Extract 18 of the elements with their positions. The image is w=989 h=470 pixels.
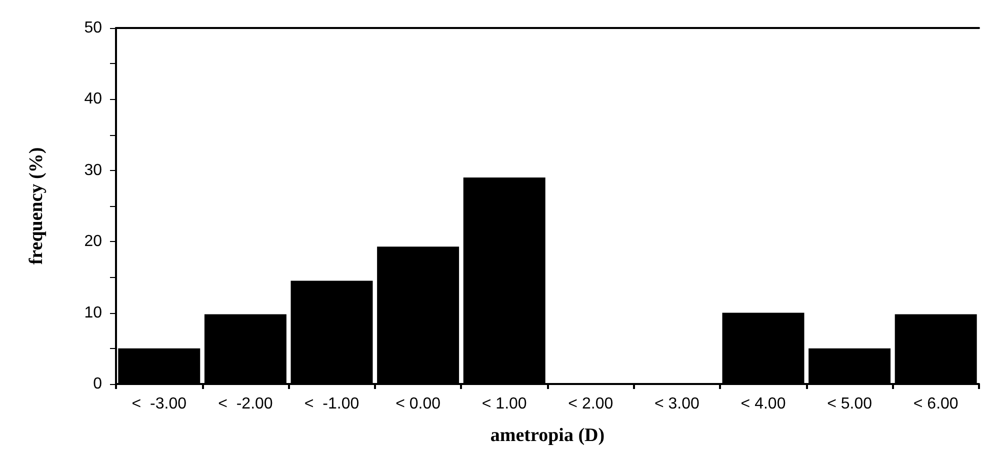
x-tick-label: < 0.00 [396,396,441,412]
x-tick-label: < 1.00 [482,396,527,412]
y-tick-label: 20 [84,233,102,250]
x-axis-title: ametropia (D) [490,425,605,446]
x-tick-label: < 6.00 [913,396,958,412]
y-tick-label: 50 [84,20,102,36]
x-tick-label: < 3.00 [654,396,700,412]
x-tick-label: < 4.00 [740,396,786,412]
y-tick-label: 0 [93,376,102,392]
x-tick-label: < -3.00 [132,396,187,412]
y-tick-label: 10 [84,304,102,322]
y-tick-label: 40 [84,90,102,108]
x-tick-label: < -1.00 [304,396,360,412]
y-axis-title: frequency (%) [26,147,47,265]
x-tick-label: < 5.00 [827,396,872,412]
x-tick-label: < -2.00 [218,396,273,412]
y-tick-label: 30 [84,162,102,179]
x-tick-label: < 2.00 [568,396,614,412]
